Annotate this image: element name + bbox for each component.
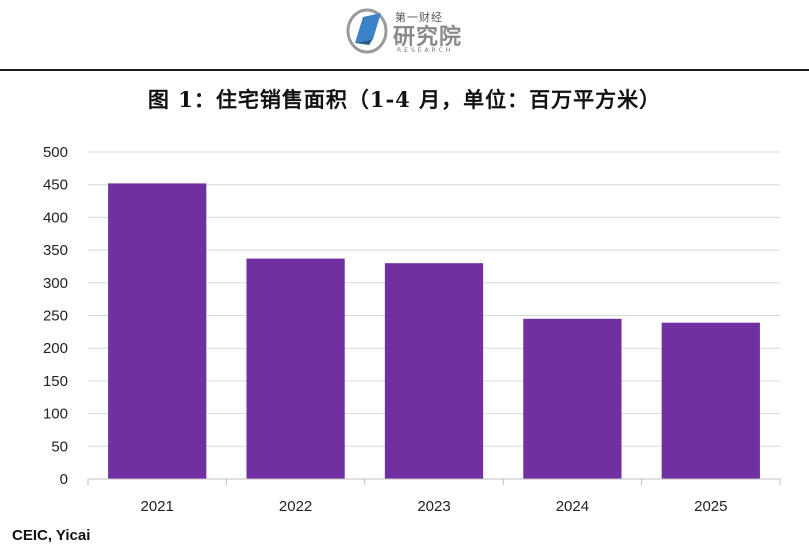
x-axis: 2021 2022 2023 2024 2025: [87, 478, 781, 515]
x-tick-label: 2025: [694, 498, 727, 515]
y-tick-label: 450: [43, 177, 68, 194]
bar-2024: [523, 318, 622, 479]
bar-2023: [384, 263, 484, 479]
y-axis-ticks: 0 50 100 150 200 250 300 350 400 450 500: [43, 144, 68, 488]
y-tick-label: 150: [43, 373, 68, 390]
bars: [108, 183, 760, 479]
source-note: CEIC, Yicai: [12, 527, 91, 544]
y-tick-label: 500: [43, 144, 68, 161]
chart-title: 图 1：住宅销售面积（1-4 月，单位：百万平方米）: [147, 87, 662, 112]
y-tick-label: 0: [60, 471, 68, 488]
y-tick-label: 300: [43, 275, 68, 292]
bar-2021: [108, 183, 207, 479]
x-tick-label: 2021: [141, 498, 174, 515]
logo-text-top: 第一财经: [395, 11, 443, 24]
y-tick-label: 400: [43, 209, 68, 226]
y-tick-label: 50: [51, 438, 68, 455]
logo-text-sub: RESEARCH: [397, 47, 454, 54]
x-tick-label: 2024: [556, 498, 589, 515]
y-tick-label: 100: [43, 406, 68, 423]
x-tick-label: 2023: [417, 498, 450, 515]
bar-2022: [246, 258, 345, 479]
logo-text-main: 研究院: [393, 25, 463, 50]
y-tick-label: 250: [43, 308, 68, 325]
logo: 第一财经 研究院 RESEARCH: [345, 5, 465, 57]
logo-emblem-icon: [346, 8, 388, 54]
x-tick-label: 2022: [279, 498, 312, 515]
bar-2025: [661, 322, 760, 479]
y-tick-label: 200: [43, 340, 68, 357]
y-tick-label: 350: [43, 242, 68, 259]
header-divider: [0, 69, 809, 71]
